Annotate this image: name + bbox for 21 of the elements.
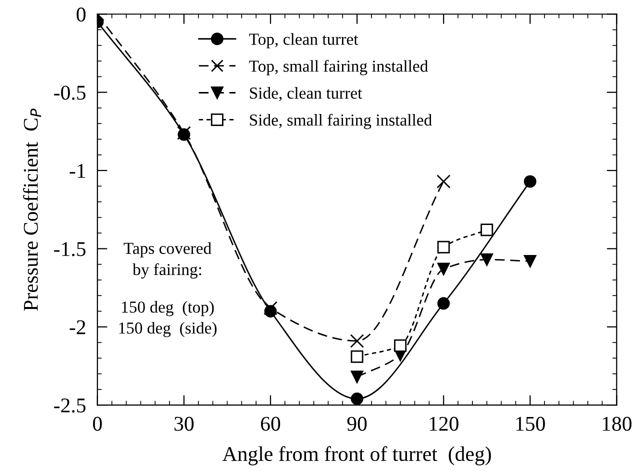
y-tick-label: -1.5 (54, 242, 86, 256)
annotation: Taps covered by fairing: (124, 242, 212, 279)
legend-label: Top, small fairing installed (249, 60, 428, 76)
x-tick-label: 120 (430, 416, 458, 431)
x-tick-label: 150 (516, 416, 545, 431)
legend-label: Side, clean turret (250, 87, 362, 102)
x-tick-label: 180 (602, 416, 632, 431)
x-tick-label: 60 (260, 416, 280, 431)
y-tick-label: -2 (70, 320, 86, 334)
y-tick-label: 0 (76, 8, 86, 22)
y-tick-label: -2.5 (54, 398, 86, 413)
x-axis-title: Angle from front of turret (deg) (222, 446, 491, 466)
y-tick-label: -1 (70, 164, 86, 178)
x-tick-label: 30 (174, 416, 194, 431)
y-tick-label: -0.5 (54, 86, 86, 100)
y-axis-title: Pressure Coefficient C$_{P}$ (23, 108, 42, 311)
x-tick-label: 90 (347, 416, 367, 431)
legend-label: Top, clean turret (249, 33, 358, 48)
annotation: 150 deg (top) 150 deg (side) (119, 301, 217, 338)
x-tick-label: 0 (93, 416, 102, 431)
legend-label: Side, small fairing installed (250, 114, 432, 130)
